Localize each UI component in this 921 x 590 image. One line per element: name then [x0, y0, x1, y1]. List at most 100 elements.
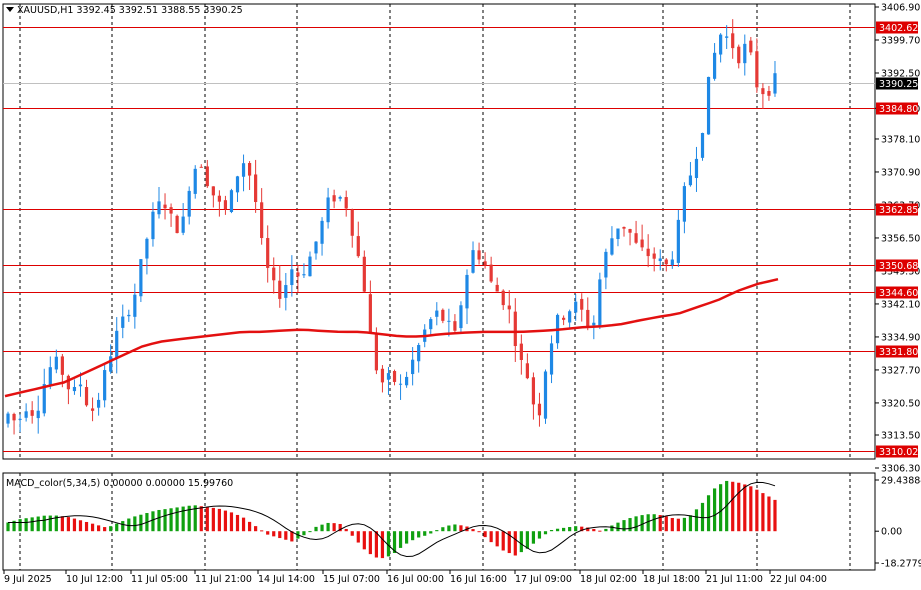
macd-bar — [731, 481, 735, 532]
macd-bar — [278, 531, 282, 539]
candle-body — [640, 239, 644, 248]
macd-bar — [549, 530, 554, 532]
candle-body — [350, 209, 354, 236]
candle-body — [109, 356, 113, 372]
candle-body — [465, 274, 469, 309]
macd-bar — [459, 525, 463, 532]
time-label: 14 Jul 14:00 — [258, 574, 315, 585]
symbol-info-label: XAUUSD,H1 3392.45 3392.51 3388.55 3390.2… — [17, 5, 243, 16]
level-tag-bg — [876, 345, 918, 358]
candle-body — [145, 238, 149, 259]
candle-body — [54, 356, 58, 370]
candle-body — [284, 285, 288, 298]
macd-bar — [755, 489, 759, 532]
candle-body — [84, 387, 89, 406]
candle-body — [513, 311, 517, 347]
macd-bar — [54, 515, 58, 532]
macd-bar — [694, 509, 699, 532]
time-label: 16 Jul 00:00 — [387, 574, 444, 585]
macd-bar — [211, 507, 215, 532]
collapse-arrow-icon[interactable] — [6, 7, 14, 12]
candle-body — [308, 256, 312, 277]
price-tick-label: 3378.10 — [881, 134, 920, 145]
macd-bar — [495, 531, 499, 547]
macd-bar — [592, 528, 596, 532]
candle-body — [574, 301, 578, 313]
macd-bar — [392, 531, 397, 554]
macd-bar — [652, 514, 656, 532]
macd-bar — [320, 524, 324, 532]
price-tick-label: 3320.50 — [881, 398, 920, 409]
candle-body — [531, 377, 536, 405]
candle-body — [36, 410, 40, 419]
macd-bar — [477, 531, 481, 533]
candle-body — [374, 332, 379, 371]
candle-body — [326, 197, 330, 223]
macd-bar — [247, 521, 252, 532]
macd-bar — [121, 521, 125, 532]
candle-body — [169, 207, 173, 214]
price-tick-label: 3306.30 — [881, 464, 920, 475]
price-tick-label: 3356.50 — [881, 233, 920, 244]
macd-bar — [127, 518, 131, 532]
candle-body — [580, 298, 584, 310]
macd-bar — [586, 527, 590, 532]
candle-body — [151, 211, 155, 240]
candle-body — [628, 229, 632, 233]
macd-bar — [169, 508, 173, 532]
candle-body — [694, 158, 699, 179]
candle-body — [447, 320, 451, 322]
macd-bar — [356, 531, 360, 543]
candle-body — [42, 384, 46, 414]
candle-body — [404, 376, 409, 386]
macd-bar — [24, 518, 28, 532]
price-tick-label: 3334.90 — [881, 332, 920, 343]
candle-body — [223, 200, 228, 210]
macd-bar — [700, 502, 705, 532]
candle-body — [356, 236, 360, 257]
candle-body — [368, 294, 372, 334]
current-price-tag: 3390.25 — [876, 77, 918, 90]
price-tick-label: 3392.50 — [881, 68, 920, 79]
macd-bar — [471, 529, 475, 532]
macd-bar — [398, 531, 403, 548]
macd-bar — [429, 531, 433, 534]
price-panel[interactable] — [2, 3, 876, 460]
macd-bar — [501, 531, 505, 551]
macd-histogram — [6, 480, 777, 559]
candle-body — [6, 413, 10, 424]
horizontal-levels[interactable] — [3, 27, 875, 452]
svg-text:3390.25: 3390.25 — [879, 79, 918, 90]
vertical-grid — [19, 4, 851, 570]
macd-bar — [706, 495, 711, 532]
macd-bar — [284, 531, 288, 540]
candle-body — [725, 36, 729, 38]
macd-bar — [737, 482, 741, 532]
candle-body — [314, 241, 318, 254]
candle-body — [266, 238, 270, 268]
candle-body — [525, 363, 529, 379]
time-axis: 9 Jul 2025 10 Jul 12:00 11 Jul 05:00 11 Jul… — [3, 570, 827, 585]
candle-body — [767, 90, 771, 96]
macd-bar — [670, 517, 674, 532]
macd-bar — [380, 531, 385, 559]
macd-axis: 29.43884 0.00 -18.27793 — [875, 476, 921, 570]
price-axis: 3406.90 3399.70 3392.50 3384.80 3378.10 3370.… — [875, 3, 920, 475]
level-tag-bg — [876, 286, 918, 299]
candle-body — [429, 319, 433, 330]
time-label: 15 Jul 07:00 — [323, 574, 380, 585]
macd-bar — [187, 505, 191, 532]
candle-body — [604, 251, 608, 278]
candle-body — [761, 88, 765, 95]
macd-bar — [12, 520, 16, 532]
level-tag-label: 3384.80 — [879, 104, 918, 115]
level-tag-bg — [876, 102, 918, 115]
macd-bar — [290, 531, 294, 542]
macd-bar — [773, 499, 777, 532]
macd-bar — [30, 517, 34, 532]
candle-body — [743, 43, 747, 64]
candle-body — [278, 280, 282, 299]
macd-bar — [115, 523, 119, 532]
macd-bar — [743, 484, 747, 532]
